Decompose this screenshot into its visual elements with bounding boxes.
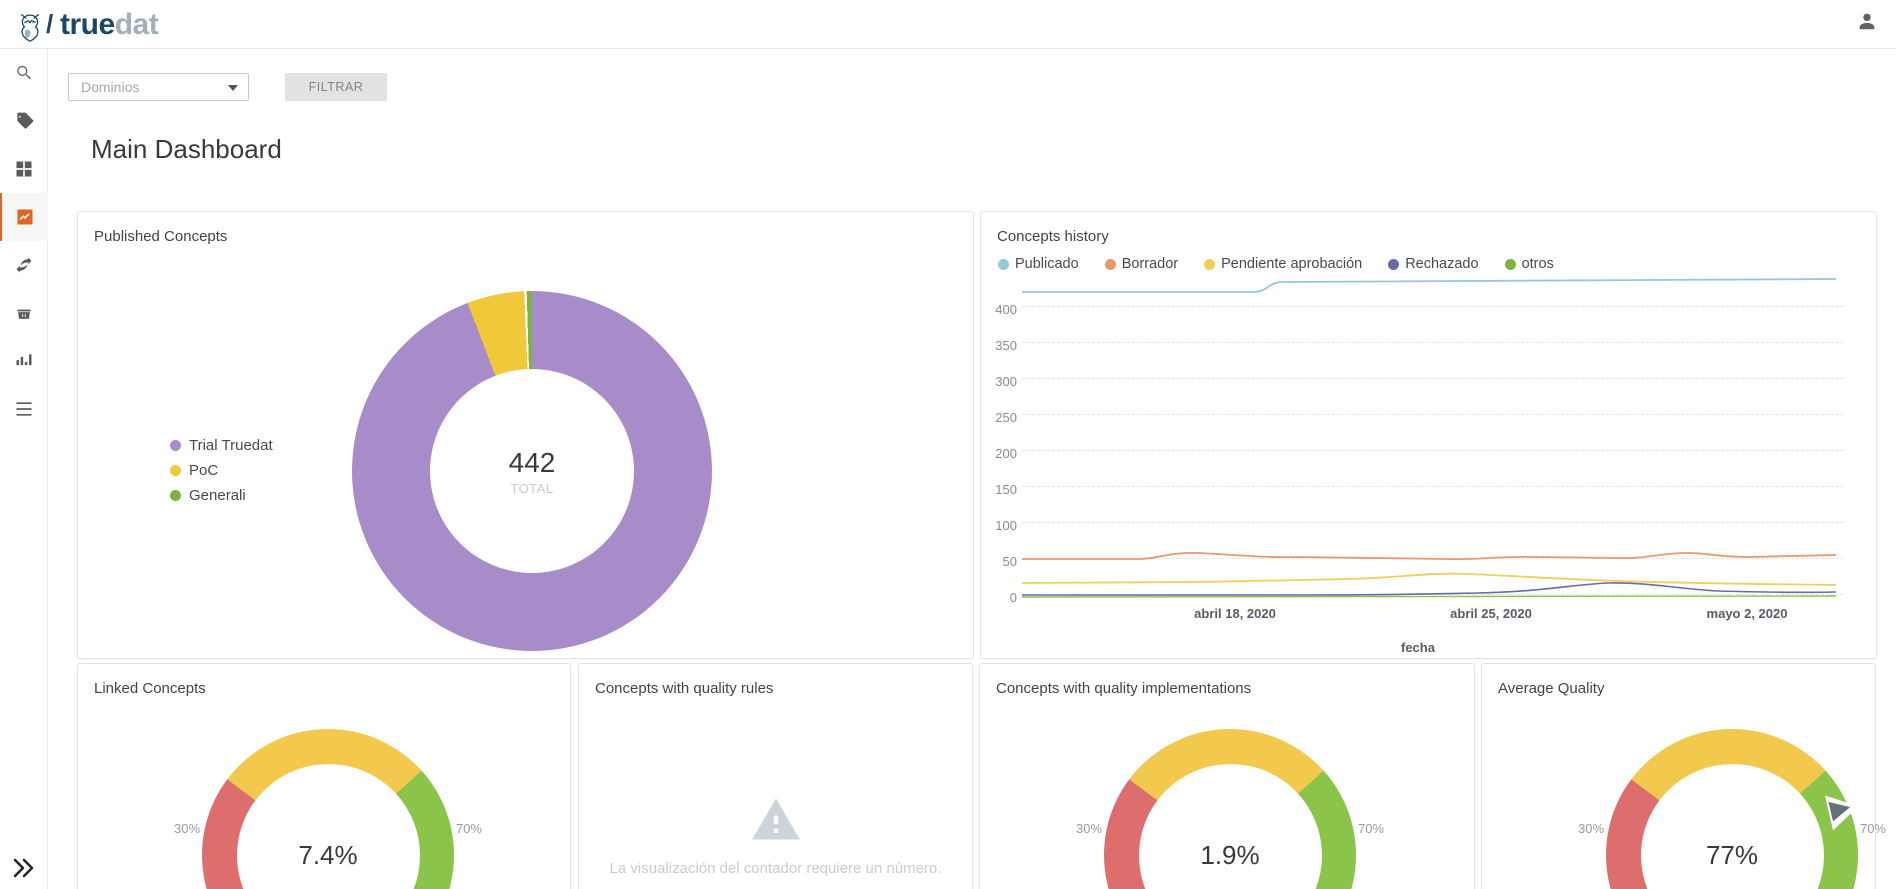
svg-text:/: / — [46, 10, 53, 39]
